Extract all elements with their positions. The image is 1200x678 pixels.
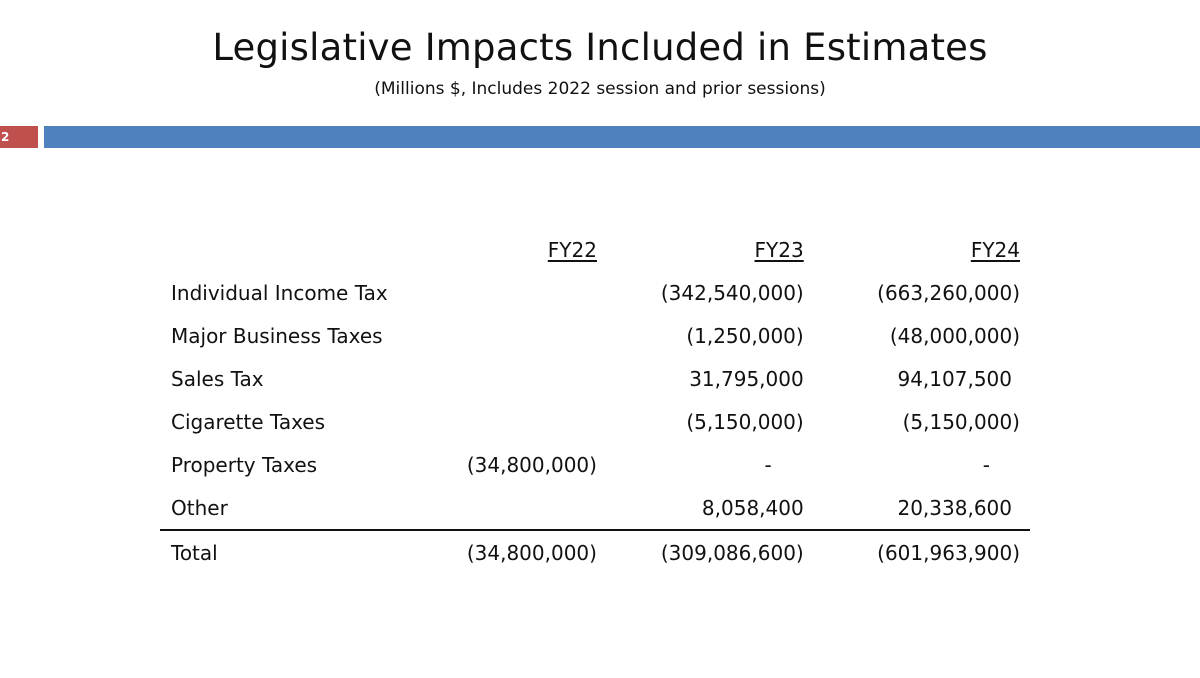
header-fy24: FY24 — [970, 237, 1020, 262]
cell-fy22 — [438, 271, 597, 314]
cell-fy23: (342,540,000) — [660, 280, 804, 305]
cell-fy24: 94,107,500 — [897, 366, 1012, 391]
cell-fy24: 20,338,600 — [803, 486, 1030, 531]
header-label-blank — [160, 228, 438, 271]
row-label: Individual Income Tax — [171, 280, 388, 305]
row-label: Property Taxes — [171, 452, 318, 477]
table-row: Other 8,058,400 20,338,600 — [160, 486, 1030, 531]
slide-subtitle: (Millions $, Includes 2022 session and p… — [374, 79, 826, 99]
cell-fy22: (34,800,000) — [466, 452, 597, 477]
table-row: Individual Income Tax (342,540,000) (663… — [160, 271, 1030, 314]
legislative-impacts-table: FY22 FY23 FY24 Individual Income Tax (34… — [160, 228, 1030, 574]
cell-fy23: 31,795,000 — [689, 366, 804, 391]
total-fy23: (309,086,600) — [660, 540, 804, 565]
row-label: Other — [160, 486, 439, 531]
row-label: Major Business Taxes — [171, 323, 383, 348]
table-row: Major Business Taxes (1,250,000) (48,000… — [160, 314, 1030, 357]
cell-fy23: (5,150,000) — [686, 409, 804, 434]
table-total-row: Total (34,800,000) (309,086,600) (601,96… — [160, 530, 1030, 574]
accent-bar — [44, 126, 1200, 148]
cell-fy23: 8,058,400 — [596, 486, 804, 531]
slide-number-badge: 2 — [0, 126, 38, 148]
total-fy24: (601,963,900) — [877, 540, 1020, 565]
cell-fy24: (48,000,000) — [889, 323, 1020, 348]
cell-fy22 — [438, 357, 597, 400]
table-row: Property Taxes (34,800,000) - - — [160, 443, 1030, 486]
total-label: Total — [171, 540, 218, 565]
row-label: Sales Tax — [171, 366, 264, 391]
cell-fy24: (5,150,000) — [902, 409, 1020, 434]
slide-title: Legislative Impacts Included in Estimate… — [212, 26, 988, 69]
cell-fy22 — [438, 400, 597, 443]
cell-fy22 — [438, 314, 597, 357]
cell-fy23: (1,250,000) — [686, 323, 804, 348]
cell-fy24: - — [982, 452, 990, 477]
table-row: Cigarette Taxes (5,150,000) (5,150,000) — [160, 400, 1030, 443]
header-fy23: FY23 — [754, 237, 804, 262]
cell-fy23: - — [764, 452, 772, 477]
table-row: Sales Tax 31,795,000 94,107,500 — [160, 357, 1030, 400]
header-fy22: FY22 — [547, 237, 597, 262]
row-label: Cigarette Taxes — [171, 409, 326, 434]
cell-fy24: (663,260,000) — [877, 280, 1020, 305]
table-header-row: FY22 FY23 FY24 — [160, 228, 1030, 271]
total-fy22: (34,800,000) — [466, 540, 597, 565]
cell-fy22 — [438, 486, 597, 531]
